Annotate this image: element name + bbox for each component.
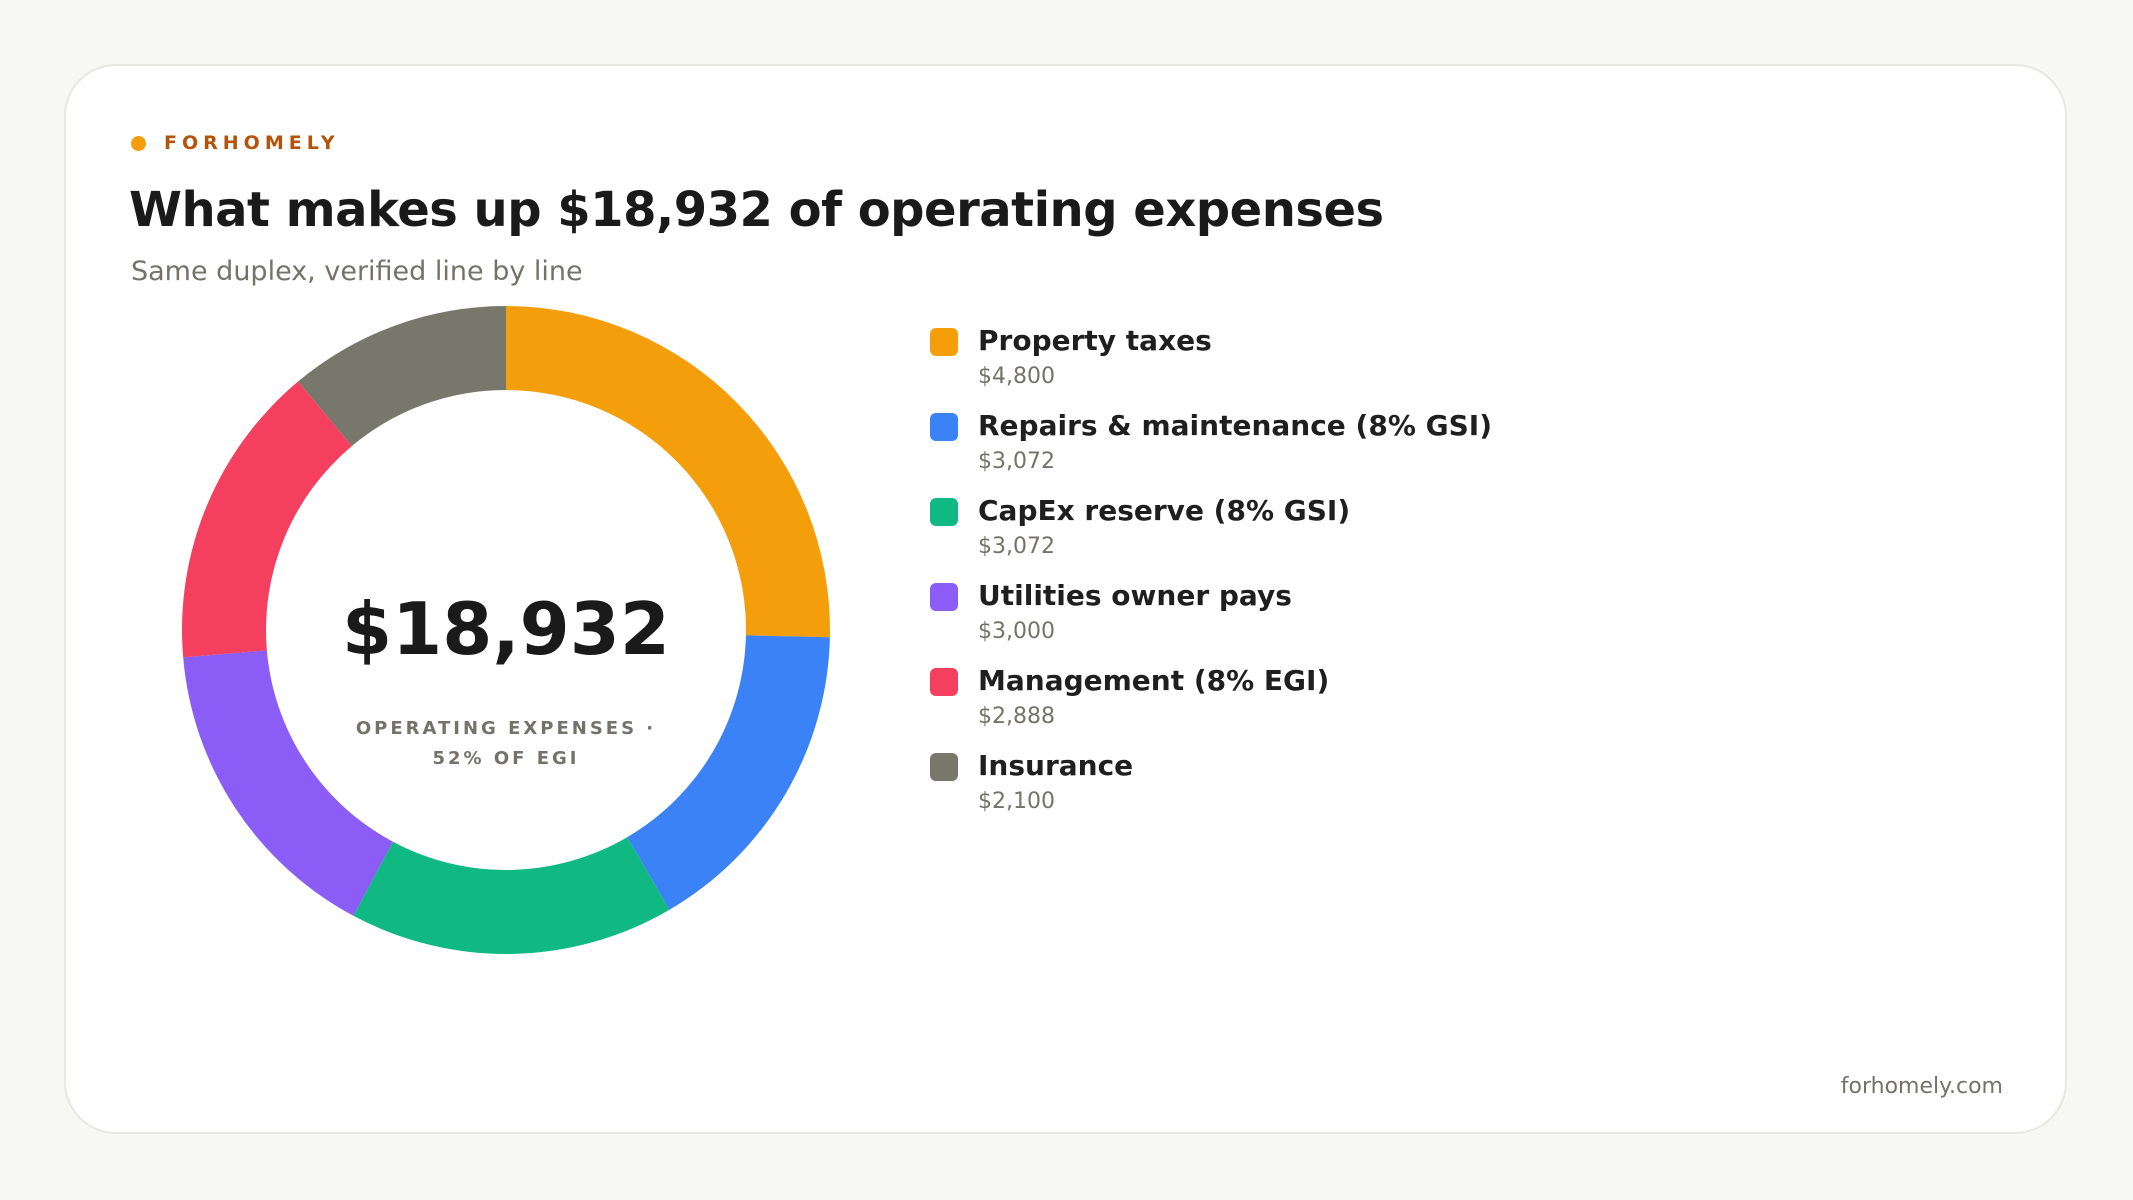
legend-label: Utilities owner pays — [978, 579, 1292, 612]
chart-title: What makes up $18,932 of operating expen… — [129, 182, 1384, 238]
legend-value: $2,100 — [978, 789, 1055, 814]
donut-slice — [298, 306, 506, 446]
center-total: $18,932 — [342, 587, 670, 671]
legend-swatch — [930, 498, 958, 526]
legend-label: Management (8% EGI) — [978, 664, 1330, 697]
donut-slice — [353, 837, 670, 954]
chart-card: FORHOMELY What makes up $18,932 of opera… — [64, 64, 2067, 1134]
center-caption-line-2: 52% OF EGI — [433, 748, 580, 769]
legend-label: Insurance — [978, 749, 1134, 782]
legend-value: $3,072 — [978, 534, 1055, 559]
donut-slice — [182, 381, 352, 658]
legend-label: Repairs & maintenance (8% GSI) — [978, 409, 1492, 442]
footer-url: forhomely.com — [1840, 1074, 2003, 1099]
chart-subtitle: Same duplex, verified line by line — [131, 256, 583, 287]
brand-name: FORHOMELY — [164, 132, 340, 154]
donut-slice — [506, 306, 830, 638]
legend-value: $2,888 — [978, 704, 1055, 729]
legend-label: CapEx reserve (8% GSI) — [978, 494, 1351, 527]
legend-label: Property taxes — [978, 324, 1212, 357]
legend-value: $3,072 — [978, 449, 1055, 474]
donut-slice — [627, 635, 830, 910]
legend-swatch — [930, 328, 958, 356]
donut-chart: $18,932 OPERATING EXPENSES · 52% OF EGI — [182, 306, 830, 954]
brand-dot-icon — [131, 135, 146, 151]
donut-slices — [182, 306, 830, 954]
legend-swatch — [930, 668, 958, 696]
brand: FORHOMELY — [131, 132, 340, 154]
legend-swatch — [930, 413, 958, 441]
donut-slice — [183, 650, 393, 916]
legend-value: $4,800 — [978, 364, 1055, 389]
legend-swatch — [930, 753, 958, 781]
center-caption-line-1: OPERATING EXPENSES · — [356, 718, 656, 739]
legend-swatch — [930, 583, 958, 611]
legend-value: $3,000 — [978, 619, 1055, 644]
